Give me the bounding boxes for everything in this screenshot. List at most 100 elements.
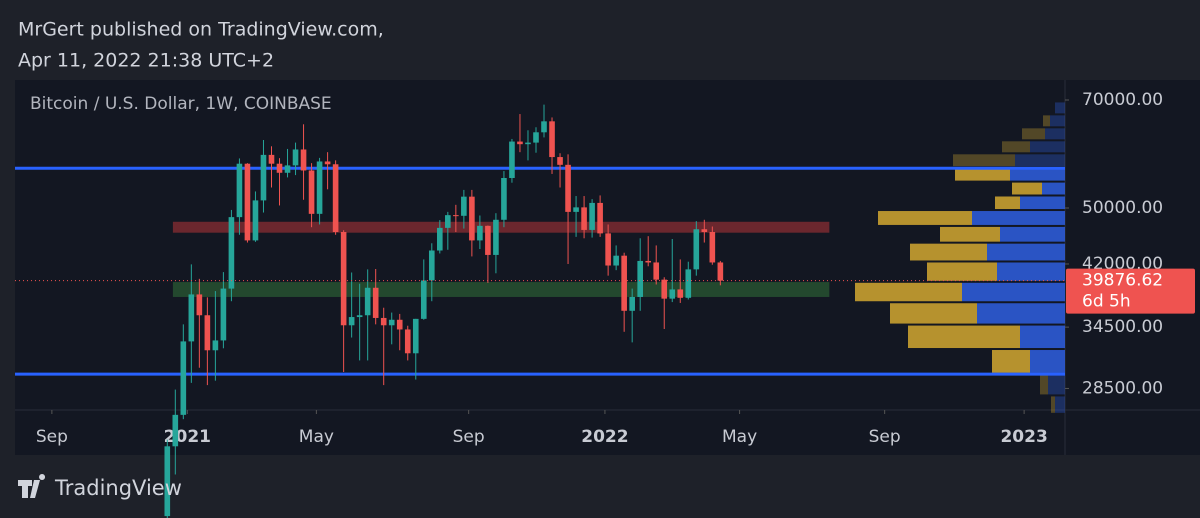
candle-body [180,341,187,415]
zone [172,282,830,297]
candle-body [396,319,403,330]
candle-body [404,329,411,354]
x-tick-label: Sep [36,427,68,447]
candle-body [300,149,307,171]
profile-down [1020,325,1065,349]
candle-body [380,317,387,326]
profile-down [1015,154,1065,167]
candle-body [661,279,668,299]
candle-body [212,340,219,351]
profile-up [908,325,1020,349]
profile-up [940,226,1000,242]
candle-body [589,202,595,230]
y-tick-label: 50000.00 [1082,198,1163,218]
logo-icon [18,474,46,498]
candle-body [485,225,491,255]
profile-up [927,262,997,281]
candle-body [316,161,323,214]
candle-body [525,142,531,145]
profile-up [878,211,972,225]
profile-up [1022,128,1045,140]
candle-body [412,318,419,354]
candle-body [477,225,483,241]
candle-body [324,161,331,165]
candle-body [693,229,700,270]
candle-body [308,170,315,214]
profile-down [1055,396,1065,413]
x-tick-label: 2021 [164,427,211,447]
profile-up [955,168,1010,181]
publisher-line: MrGert published on TradingView.com, [18,19,384,41]
candle-body [437,227,443,251]
profile-down [972,211,1065,225]
candle-body [549,121,555,158]
candle-body [332,164,339,232]
candle-body [340,231,347,326]
candle-body [501,177,507,220]
candle-body [637,260,643,297]
bar-countdown: 6d 5h [1082,292,1131,312]
profile-down [1055,102,1065,114]
candle-body [533,132,539,143]
candle-body [653,262,660,280]
candle-body [709,231,716,263]
candle-body [685,269,692,298]
profile-down [987,243,1065,261]
publish-date: Apr 11, 2022 21:38 UTC+2 [18,50,274,72]
zone [172,221,830,233]
x-tick-label: Sep [453,427,485,447]
candle-body [276,163,283,173]
profile-down [1020,196,1065,210]
profile-up [995,196,1020,210]
candle-body [645,260,652,263]
footer-logo [18,474,46,498]
candle-body [244,163,251,241]
candle-body [453,215,459,217]
x-tick-label: May [722,427,757,447]
candle-body [629,296,635,311]
profile-up [855,282,962,302]
profile-up [1040,374,1048,395]
candle-body [581,207,587,230]
candle-body [284,165,291,173]
candle-body [509,141,515,178]
profile-down [1030,350,1065,373]
candle-body [461,196,467,216]
candle-body [172,414,179,447]
last-price-box [1066,268,1195,314]
candle-body [420,280,427,319]
profile-down [1042,182,1065,195]
candle-body [252,200,259,241]
profile-down [1010,168,1065,181]
profile-up [992,350,1030,373]
candle-body [677,289,684,298]
candle-body [388,319,395,326]
candle-body [196,294,203,316]
profile-down [1050,115,1065,127]
candle-body [613,255,619,266]
candle-body [236,163,243,218]
candle-body [164,446,171,517]
profile-up [1051,396,1055,413]
profile-down [1030,141,1065,153]
y-tick-label: 70000.00 [1082,90,1163,110]
x-tick-label: 2022 [581,427,628,447]
candle-body [356,315,363,318]
profile-down [962,282,1065,302]
profile-up [953,154,1015,167]
candle-body [428,250,435,281]
candle-body [268,154,275,164]
candle-body [517,141,523,145]
profile-up [1043,115,1050,127]
candle-body [204,315,211,351]
candle-body [292,149,299,166]
profile-up [1012,182,1042,195]
footer-brand: TradingView [54,476,182,500]
candle-body [493,219,499,255]
plot: 70000.0050000.0042000.0034500.0028500.00… [15,90,1195,518]
candle-body [348,317,355,326]
candle-body [669,289,676,299]
candle-body [565,164,571,212]
candle-body [228,217,235,289]
